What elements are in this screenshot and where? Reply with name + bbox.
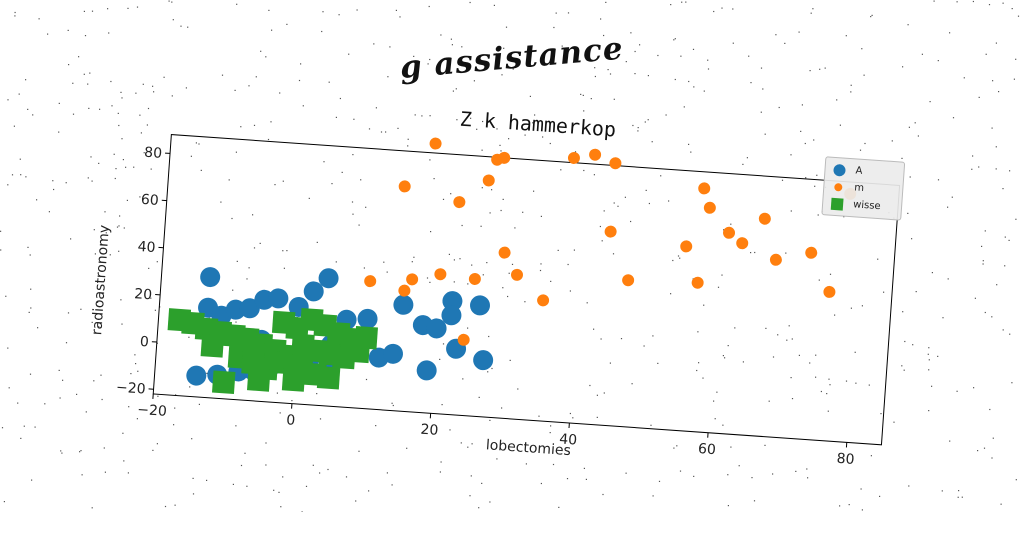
point-m xyxy=(589,148,602,161)
noise-speck xyxy=(1016,479,1017,480)
point-wisse xyxy=(247,368,270,391)
noise-speck xyxy=(872,15,873,16)
legend-label-a: A xyxy=(855,165,863,176)
y-tick-label: 80 xyxy=(144,145,163,162)
x-tick-label: 0 xyxy=(286,412,296,429)
noise-speck xyxy=(812,8,813,9)
point-m xyxy=(453,196,466,209)
point-m xyxy=(511,268,524,281)
y-tick-label: −20 xyxy=(115,380,146,398)
noise-speck xyxy=(721,8,722,9)
y-tick-label: 20 xyxy=(134,286,153,303)
noise-speck xyxy=(1003,3,1004,4)
noise-speck xyxy=(175,505,176,506)
point-m xyxy=(604,225,617,238)
noise-speck xyxy=(4,501,5,502)
noise-speck xyxy=(973,1,974,2)
point-m xyxy=(691,276,704,289)
x-tick-label: 60 xyxy=(697,441,716,458)
point-m xyxy=(622,274,635,287)
noise-speck xyxy=(934,1,935,2)
point-m xyxy=(723,226,736,239)
legend-label-m: m xyxy=(854,182,864,194)
point-m xyxy=(406,273,419,286)
noise-speck xyxy=(31,480,32,481)
point-wisse xyxy=(212,371,235,394)
noise-speck xyxy=(1012,8,1013,9)
legend-label-wisse: wisse xyxy=(853,199,881,212)
point-A xyxy=(416,360,437,381)
y-tick-label: 40 xyxy=(137,239,156,256)
point-m xyxy=(537,294,550,307)
point-m xyxy=(703,201,716,214)
point-m xyxy=(434,268,447,281)
noise-speck xyxy=(811,13,812,14)
noise-speck xyxy=(355,500,356,501)
noise-speck xyxy=(7,99,8,100)
noise-speck xyxy=(193,493,194,494)
legend: A m wisse xyxy=(821,156,905,220)
noise-speck xyxy=(15,12,16,13)
point-m xyxy=(680,240,693,253)
legend-marker-a xyxy=(829,163,850,176)
point-m xyxy=(398,180,411,193)
point-m xyxy=(482,174,495,187)
noise-speck xyxy=(732,8,733,9)
point-m xyxy=(364,275,377,288)
point-m xyxy=(823,286,836,299)
noise-speck xyxy=(280,506,281,507)
point-m xyxy=(805,246,818,259)
point-A xyxy=(200,266,221,287)
point-m xyxy=(770,253,783,266)
plot-frame xyxy=(153,135,899,445)
y-tick-label: 60 xyxy=(140,192,159,209)
point-m xyxy=(758,212,771,225)
noise-speck xyxy=(870,16,871,17)
point-wisse xyxy=(282,368,305,391)
noise-speck xyxy=(670,4,671,5)
noise-speck xyxy=(14,15,15,16)
point-A xyxy=(393,294,414,315)
point-m xyxy=(698,182,711,195)
noise-speck xyxy=(957,1,958,2)
legend-marker-wisse xyxy=(827,197,848,210)
legend-item-wisse: wisse xyxy=(827,194,898,216)
point-A xyxy=(469,295,490,316)
points-group xyxy=(163,120,858,437)
noise-speck xyxy=(681,2,682,3)
x-tick-label: 20 xyxy=(420,422,439,439)
noise-speck xyxy=(0,249,1,250)
noise-speck xyxy=(1018,16,1019,17)
point-m xyxy=(498,246,511,259)
point-A xyxy=(472,349,493,370)
x-tick-label: −20 xyxy=(137,402,168,420)
point-m xyxy=(468,273,481,286)
point-wisse xyxy=(201,334,224,357)
legend-marker-m xyxy=(828,180,849,193)
point-m xyxy=(736,237,749,250)
noise-speck xyxy=(92,507,93,508)
point-wisse xyxy=(354,326,377,349)
point-wisse xyxy=(242,342,265,365)
point-wisse xyxy=(317,366,340,389)
noise-speck xyxy=(685,2,686,3)
point-m xyxy=(398,284,411,297)
noise-speck xyxy=(605,2,606,3)
noise-speck xyxy=(989,4,990,5)
noise-speck xyxy=(165,506,166,507)
point-m xyxy=(429,137,442,150)
point-m xyxy=(609,157,622,170)
noise-speck xyxy=(0,231,1,232)
point-A xyxy=(186,365,207,386)
y-tick-label: 0 xyxy=(139,334,149,351)
x-tick-label: 80 xyxy=(836,451,855,468)
